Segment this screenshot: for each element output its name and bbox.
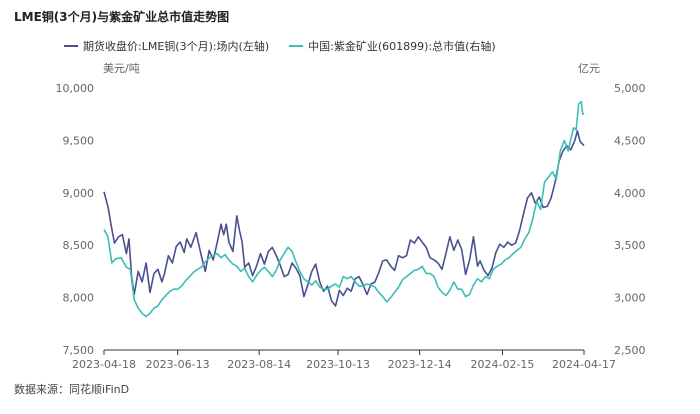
data-source: 数据来源：同花顺iFinD: [14, 383, 130, 396]
legend-item-copper: 期货收盘价:LME铜(3个月):场内(左轴): [64, 38, 269, 54]
series-line-zijin-market-cap: [103, 100, 585, 318]
legend: 期货收盘价:LME铜(3个月):场内(左轴) 中国:紫金矿业(601899):总…: [64, 38, 496, 54]
right-tick-label: 3,000: [614, 292, 646, 305]
right-tick-label: 5,000: [614, 82, 646, 95]
right-tick-label: 4,500: [614, 134, 646, 147]
right-axis-unit: 亿元: [578, 62, 600, 75]
legend-item-zijin: 中国:紫金矿业(601899):总市值(右轴): [289, 38, 496, 54]
x-tick-label: 2023-04-18: [72, 358, 136, 371]
chart-title: LME铜(3个月)与紫金矿业总市值走势图: [14, 10, 230, 24]
right-tick-label: 2,500: [614, 344, 646, 357]
left-tick-label: 7,500: [63, 344, 95, 357]
x-tick-label: 2023-10-13: [306, 358, 370, 371]
x-tick-label: 2023-08-14: [227, 358, 291, 371]
legend-swatch-zijin: [289, 45, 304, 47]
left-tick-label: 9,000: [63, 187, 95, 200]
left-tick-label: 8,000: [63, 292, 95, 305]
left-tick-label: 8,500: [63, 239, 95, 252]
series-line-lme-copper: [103, 130, 585, 307]
x-tick-label: 2024-02-15: [470, 358, 534, 371]
x-tick-label: 2024-04-17: [552, 358, 616, 371]
x-tick-label: 2023-06-13: [146, 358, 210, 371]
left-tick-label: 10,000: [56, 82, 95, 95]
left-tick-label: 9,500: [63, 134, 95, 147]
right-tick-label: 4,000: [614, 187, 646, 200]
x-tick-label: 2023-12-14: [388, 358, 452, 371]
legend-swatch-copper: [64, 45, 78, 47]
legend-label-zijin: 中国:紫金矿业(601899):总市值(右轴): [308, 40, 496, 53]
left-axis-unit: 美元/吨: [103, 62, 140, 75]
right-tick-label: 3,500: [614, 239, 646, 252]
legend-label-copper: 期货收盘价:LME铜(3个月):场内(左轴): [83, 40, 270, 53]
